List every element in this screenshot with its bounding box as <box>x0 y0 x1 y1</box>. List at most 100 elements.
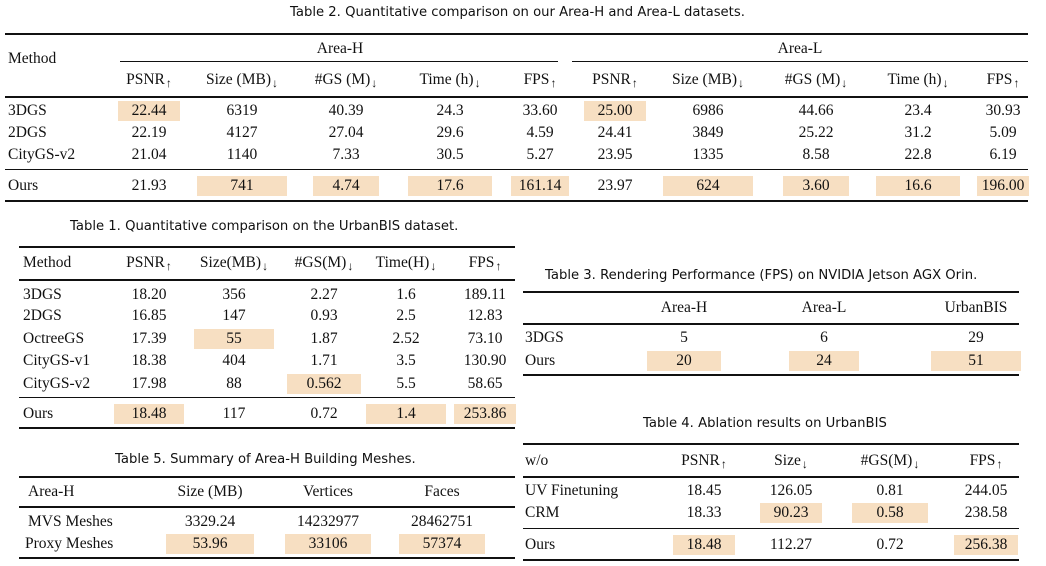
data-cell: 4.59 <box>526 124 554 141</box>
column-header: PSNR↑ <box>681 452 727 471</box>
data-cell: 21.04 <box>131 146 167 163</box>
data-cell: 18.38 <box>131 352 167 369</box>
group-header-area-h: Area-H <box>316 40 364 57</box>
data-cell: 44.66 <box>798 102 834 119</box>
arrow-icon: ↓ <box>347 259 354 273</box>
data-cell: 73.10 <box>467 330 503 347</box>
table3-caption: Table 3. Rendering Performance (FPS) on … <box>545 268 978 283</box>
data-cell: 90.23 <box>760 503 822 523</box>
arrow-icon: ↑ <box>996 457 1003 471</box>
data-cell: 28462751 <box>411 513 473 530</box>
data-cell: 18.48 <box>673 535 735 555</box>
table4-mid-rule <box>523 528 1019 529</box>
row-label: Ours <box>525 352 556 369</box>
data-cell: 0.93 <box>310 307 338 324</box>
data-cell: 147 <box>222 307 246 324</box>
data-cell: 12.83 <box>467 307 503 324</box>
data-cell: 1140 <box>226 146 258 163</box>
table4-caption: Table 4. Ablation results on UrbanBIS <box>643 416 887 431</box>
data-cell: 356 <box>222 286 246 303</box>
data-cell: 7.33 <box>332 146 360 163</box>
data-cell: 30.5 <box>436 146 464 163</box>
row-label: 2DGS <box>23 307 62 324</box>
data-cell: 3.5 <box>396 352 416 369</box>
column-header: #GS(M)↓ <box>294 254 354 273</box>
column-header: FPS↑ <box>468 254 502 273</box>
data-cell: 58.65 <box>467 375 503 392</box>
arrow-icon: ↑ <box>631 76 638 90</box>
row-label: OctreeGS <box>23 330 85 347</box>
table2-mid-rule <box>5 169 1028 170</box>
column-header-area-l: #GS (M)↓ <box>784 71 848 90</box>
row-label: Ours <box>23 405 54 422</box>
column-header: #GS(M)↓ <box>860 452 920 471</box>
data-cell: 17.98 <box>131 375 167 392</box>
column-header-method: Method <box>8 50 57 67</box>
data-cell: 23.4 <box>904 102 932 119</box>
table5-bottom-rule <box>19 557 515 559</box>
data-cell: 6319 <box>226 102 258 119</box>
data-cell: 55 <box>194 329 274 349</box>
arrow-icon: ↑ <box>550 76 557 90</box>
group-header-area-l: Area-L <box>777 40 823 57</box>
data-cell: 21.93 <box>131 177 167 194</box>
data-cell: 29 <box>968 329 984 346</box>
arrow-icon: ↓ <box>262 259 269 273</box>
row-label: 2DGS <box>8 124 47 141</box>
arrow-icon: ↑ <box>1013 76 1020 90</box>
arrow-icon: ↑ <box>720 457 727 471</box>
data-cell: 53.96 <box>166 534 254 554</box>
column-header: Size↓ <box>774 452 808 471</box>
data-cell: 23.97 <box>597 177 633 194</box>
row-label: CityGS-v2 <box>23 375 91 392</box>
data-cell: 5.27 <box>526 146 554 163</box>
column-header: UrbanBIS <box>944 299 1008 316</box>
data-cell: 20 <box>647 351 721 371</box>
data-cell: 196.00 <box>977 176 1029 196</box>
data-cell: 4.74 <box>313 176 379 196</box>
row-label: MVS Meshes <box>28 513 113 530</box>
table3-top-rule <box>523 291 1019 293</box>
data-cell: 18.20 <box>131 286 167 303</box>
data-cell: 189.11 <box>463 286 507 303</box>
data-cell: 51 <box>931 351 1021 371</box>
column-header-area-h: FPS↑ <box>523 71 557 90</box>
data-cell: 31.2 <box>904 124 932 141</box>
data-cell: 18.33 <box>686 504 722 521</box>
row-label: CRM <box>525 504 560 521</box>
data-cell: 18.45 <box>686 482 722 499</box>
data-cell: 88 <box>226 375 242 392</box>
arrow-icon: ↓ <box>272 76 278 90</box>
data-cell: 16.85 <box>131 307 167 324</box>
data-cell: 1.87 <box>310 330 338 347</box>
data-cell: 3849 <box>692 124 724 141</box>
data-cell: 3329.24 <box>184 513 236 530</box>
column-header: Area-L <box>801 299 847 316</box>
data-cell: 16.6 <box>876 176 960 196</box>
data-cell: 1.71 <box>310 352 338 369</box>
table2-caption: Table 2. Quantitative comparison on our … <box>290 5 745 20</box>
row-label: 3DGS <box>23 286 62 303</box>
table5-header-rule <box>19 506 515 508</box>
data-cell: 256.38 <box>954 535 1018 555</box>
column-header-area-l: FPS↑ <box>986 71 1020 90</box>
arrow-icon: ↓ <box>738 76 744 90</box>
data-cell: 4127 <box>226 124 258 141</box>
column-header: Size (MB) <box>177 483 243 500</box>
data-cell: 1.6 <box>396 286 416 303</box>
data-cell: 24.41 <box>597 124 633 141</box>
arrow-icon: ↓ <box>942 76 949 90</box>
data-cell: 40.39 <box>328 102 364 119</box>
data-cell: 0.72 <box>310 405 338 422</box>
data-cell: 18.48 <box>114 404 184 424</box>
data-cell: 244.05 <box>964 482 1008 499</box>
data-cell: 17.6 <box>408 176 492 196</box>
column-header-area-h: Time (h)↓ <box>419 71 481 90</box>
data-cell: 5 <box>680 329 688 346</box>
data-cell: 130.90 <box>463 352 507 369</box>
data-cell: 0.72 <box>876 536 904 553</box>
data-cell: 161.14 <box>511 176 569 196</box>
data-cell: 253.86 <box>454 404 516 424</box>
arrow-icon: ↓ <box>801 457 808 471</box>
row-label: Ours <box>8 177 39 194</box>
